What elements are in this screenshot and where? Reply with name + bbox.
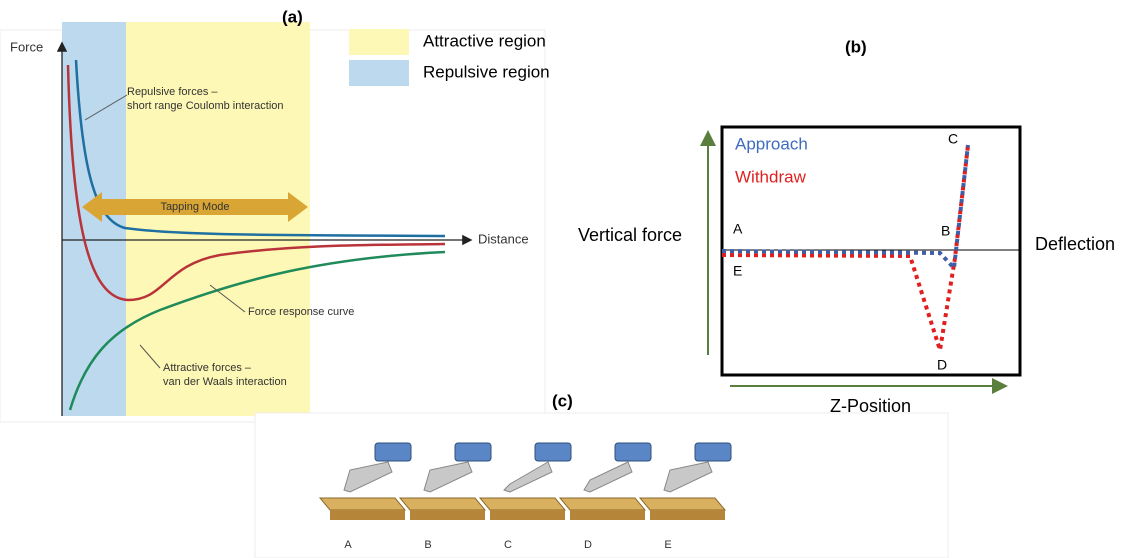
substrate-side xyxy=(490,510,565,520)
repulsive-band xyxy=(62,22,126,416)
cantilever xyxy=(343,461,393,493)
panel-c: (c) A B C D E xyxy=(254,391,949,558)
chip xyxy=(454,442,492,462)
panel-label: (b) xyxy=(845,37,867,56)
legend-swatch xyxy=(349,29,409,55)
annotation: van der Waals interaction xyxy=(163,376,287,388)
tapping-arrow xyxy=(82,192,308,222)
legend-label: Attractive region xyxy=(423,31,546,50)
withdraw-curve xyxy=(721,144,970,351)
leader xyxy=(139,344,161,369)
repulsive-curve xyxy=(74,59,446,238)
substrate-side xyxy=(330,510,405,520)
panel-a: Attractive region Repulsive region (a) F… xyxy=(0,7,550,423)
panel-label: (a) xyxy=(282,7,303,26)
chip xyxy=(694,442,732,462)
point-label: D xyxy=(937,357,947,373)
chip xyxy=(614,442,652,462)
chip xyxy=(374,442,412,462)
annotation: short range Coulomb interaction xyxy=(127,100,284,112)
y-axis-label: Vertical force xyxy=(578,225,682,245)
point-label: E xyxy=(733,263,742,279)
y-axis-label: Force xyxy=(10,39,43,54)
substrate-side xyxy=(650,510,725,520)
step-label: A xyxy=(344,539,352,551)
annotation: Force response curve xyxy=(248,306,354,318)
legend-label: Withdraw xyxy=(735,167,807,186)
legend-label: Repulsive region xyxy=(423,62,550,81)
response-curve xyxy=(66,64,446,302)
substrate-side xyxy=(570,510,645,520)
steps: A B C D E xyxy=(318,442,732,551)
legend-label: Approach xyxy=(735,134,808,153)
attractive-band xyxy=(126,22,310,416)
substrate xyxy=(318,497,407,511)
cantilever xyxy=(503,461,553,493)
tapping-label: Tapping Mode xyxy=(160,201,229,213)
step-label: E xyxy=(664,539,671,551)
leader xyxy=(84,94,128,121)
x-axis-label: Distance xyxy=(478,231,529,246)
leader xyxy=(209,284,246,313)
cantilever xyxy=(423,461,473,493)
panel-b: (b) Approach Withdraw Vertical force Def… xyxy=(578,37,1115,415)
point-label: C xyxy=(948,131,958,147)
substrate xyxy=(638,497,727,511)
chip xyxy=(534,442,572,462)
substrate-side xyxy=(410,510,485,520)
point-label: A xyxy=(733,221,743,237)
x-axis-label: Z-Position xyxy=(830,396,911,416)
right-label: Deflection xyxy=(1035,234,1115,254)
plot-frame xyxy=(720,125,1022,377)
step-label: B xyxy=(424,539,431,551)
substrate xyxy=(558,497,647,511)
substrate xyxy=(398,497,487,511)
step-label: C xyxy=(504,539,512,551)
cantilever xyxy=(663,461,713,493)
step-label: D xyxy=(584,539,592,551)
legend-swatch xyxy=(349,60,409,86)
attractive-curve xyxy=(68,250,446,411)
annotation: Repulsive forces – xyxy=(127,86,218,98)
annotation: Attractive forces – xyxy=(163,362,252,374)
cantilever xyxy=(583,461,633,493)
substrate xyxy=(478,497,567,511)
point-label: B xyxy=(941,223,950,239)
panel-label: (c) xyxy=(552,391,573,410)
